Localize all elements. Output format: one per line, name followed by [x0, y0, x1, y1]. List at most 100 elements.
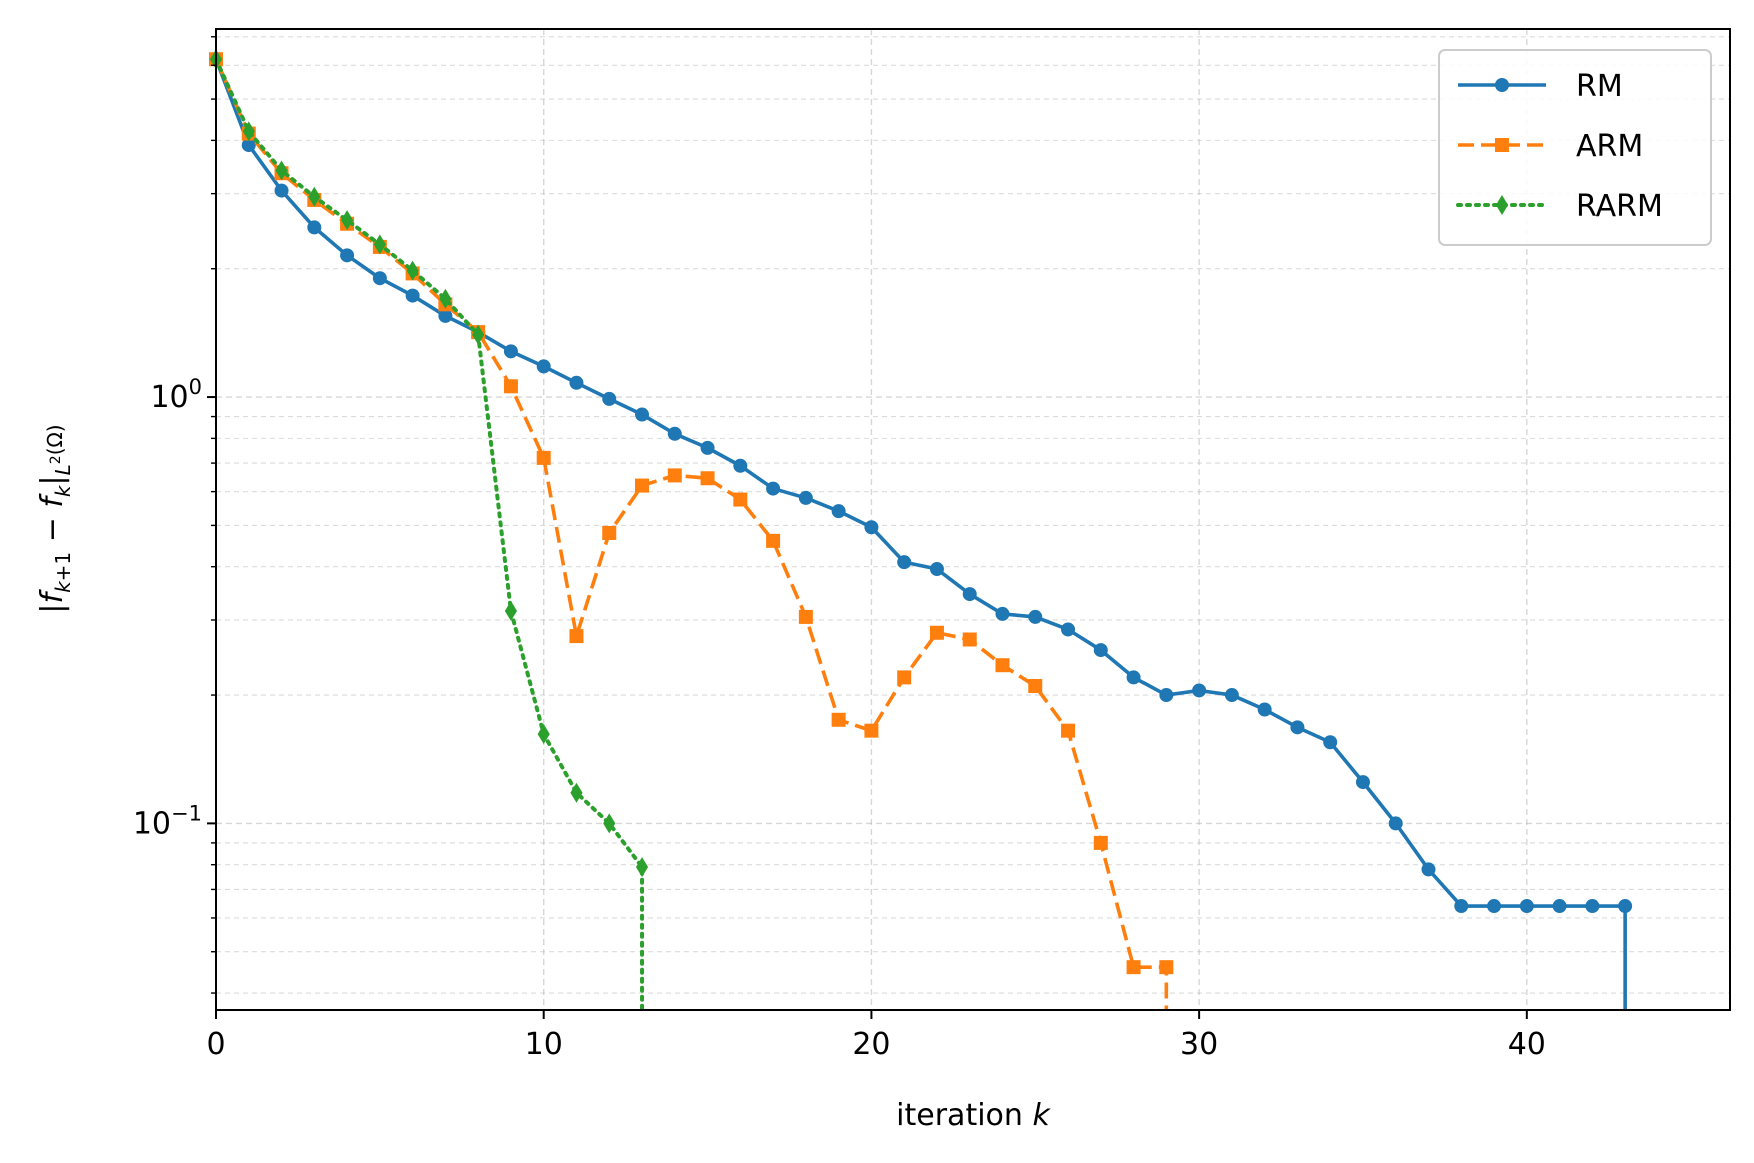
data-point-arm: [700, 471, 715, 486]
legend-item-arm: ARM: [1458, 129, 1643, 164]
data-point-rarm: [373, 234, 386, 255]
data-point-arm: [864, 723, 879, 738]
data-point-arm: [667, 468, 682, 483]
data-point-arm: [1126, 960, 1141, 975]
data-point-arm: [831, 712, 846, 727]
data-point-rm: [307, 220, 322, 235]
data-point-rm: [1618, 899, 1633, 914]
legend-box: [1438, 49, 1712, 246]
data-point-rm: [438, 308, 453, 323]
legend-item-rm: RM: [1458, 69, 1623, 104]
y-tick-label: 100: [150, 375, 202, 415]
data-point-rarm: [603, 813, 616, 834]
data-point-rarm: [340, 210, 354, 231]
series-line-rarm: [216, 57, 645, 1010]
data-point-rm: [536, 359, 551, 374]
data-point-rm: [798, 490, 813, 505]
data-point-rm: [733, 458, 748, 473]
data-point-rarm: [308, 186, 321, 207]
data-point-rm: [897, 555, 912, 570]
legend-item-rarm: RARM: [1456, 189, 1663, 224]
data-point-rm: [1585, 899, 1600, 914]
data-point-arm: [962, 632, 977, 647]
data-point-rm: [1061, 622, 1076, 637]
axes-frame: [215, 28, 1731, 1011]
data-point-rm: [1290, 720, 1305, 735]
data-point-rm: [569, 375, 584, 390]
data-point-rarm: [537, 724, 550, 745]
data-point-arm: [503, 379, 518, 394]
data-point-rm: [864, 520, 879, 535]
data-point-rm: [503, 344, 518, 359]
data-point-arm: [602, 525, 617, 540]
data-point-rm: [766, 481, 781, 496]
data-point-arm: [536, 450, 551, 465]
data-point-rm: [372, 271, 387, 286]
legend: RM ARM RARM: [1438, 49, 1712, 246]
data-point-arm: [635, 478, 650, 493]
data-point-rm: [1421, 862, 1436, 877]
legend-marker-arm: [1495, 138, 1509, 152]
data-point-rm: [274, 183, 289, 198]
data-point-rarm: [570, 782, 583, 803]
data-point-arm: [1061, 723, 1076, 738]
data-point-rm: [1192, 683, 1207, 698]
data-point-rm: [1487, 899, 1502, 914]
data-point-arm: [897, 670, 912, 685]
y-axis-label: |fk+1 − fk|L2(Ω): [35, 424, 75, 613]
data-point-rarm: [635, 857, 649, 877]
data-point-rm: [995, 606, 1010, 621]
data-point-rm: [1323, 735, 1338, 750]
data-point-rm: [340, 248, 355, 263]
data-point-arm: [995, 658, 1010, 673]
data-point-rm: [635, 407, 650, 422]
legend-label-rarm: RARM: [1576, 189, 1663, 224]
y-tick-label: 10−1: [133, 801, 202, 841]
data-point-rm: [929, 562, 944, 577]
x-tick-label: 40: [1508, 1027, 1546, 1062]
data-point-rm: [1519, 899, 1534, 914]
data-point-rarm: [472, 324, 485, 345]
x-tick-label: 10: [525, 1027, 563, 1062]
data-point-rm: [1159, 688, 1174, 703]
x-tick-label: 0: [206, 1027, 225, 1062]
data-point-rarm: [504, 600, 518, 621]
data-point-rm: [667, 426, 682, 441]
data-point-rm: [700, 440, 715, 455]
legend-marker-rarm: [1495, 195, 1509, 215]
data-point-rm: [1355, 775, 1370, 790]
data-point-arm: [569, 629, 584, 644]
series-rm: [209, 52, 1633, 1010]
ticks: 0 10 20 30 40 100 10−1: [133, 36, 1546, 1062]
legend-label-arm: ARM: [1576, 129, 1643, 164]
data-point-rarm: [439, 288, 452, 309]
data-point-arm: [766, 533, 781, 548]
legend-marker-rm: [1495, 78, 1509, 92]
data-point-rarm: [275, 160, 288, 181]
data-point-rm: [1126, 670, 1141, 685]
data-point-arm: [1159, 960, 1174, 975]
data-point-rm: [1257, 702, 1272, 717]
data-point-rm: [1028, 609, 1043, 624]
data-point-rm: [1552, 899, 1567, 914]
data-point-rm: [602, 391, 617, 406]
data-point-rm: [831, 504, 846, 519]
x-tick-label: 30: [1180, 1027, 1218, 1062]
data-point-arm: [1093, 835, 1108, 850]
data-point-rarm: [242, 121, 255, 142]
x-tick-label: 20: [852, 1027, 890, 1062]
legend-label-rm: RM: [1576, 69, 1623, 104]
data-point-rm: [1454, 899, 1469, 914]
data-point-rm: [405, 288, 420, 303]
data-point-arm: [733, 492, 748, 507]
data-point-arm: [929, 625, 944, 640]
x-axis-label: iteration k: [896, 1098, 1051, 1133]
data-point-rarm: [406, 260, 419, 281]
data-point-arm: [1028, 679, 1043, 694]
data-point-rm: [1388, 816, 1403, 831]
data-point-arm: [798, 609, 813, 624]
data-point-rm: [962, 587, 977, 602]
data-point-rm: [1224, 688, 1239, 703]
data-point-rm: [1093, 643, 1108, 658]
